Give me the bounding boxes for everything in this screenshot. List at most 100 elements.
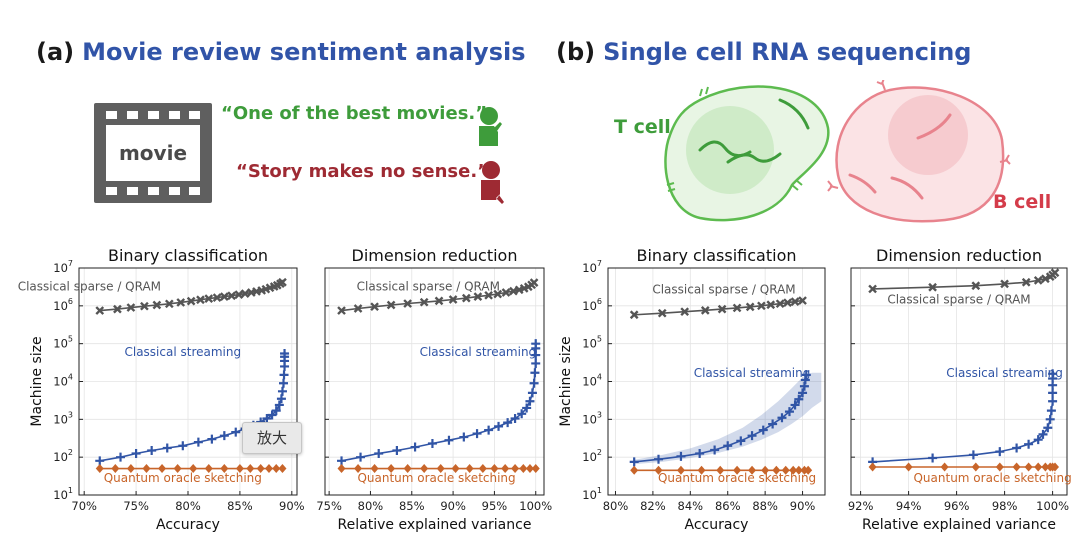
- chart-1-series-3-point-11: [256, 464, 265, 474]
- chart-3-series-2-point-2: [676, 451, 686, 461]
- chart-1-series-1-point-13: [234, 290, 244, 299]
- chart-1-xtick-label-0: 70%: [71, 499, 97, 513]
- chart-1-xtick-label-2: 80%: [175, 499, 201, 513]
- chart-3-series-1-point-0: [629, 310, 639, 320]
- chart-4-series-3-point-7: [1034, 462, 1043, 472]
- chart-1-series-2-point-7: [207, 434, 217, 444]
- chart-2-series-2-point-9: [484, 425, 494, 435]
- chart-1-xtick-label-1: 75%: [123, 499, 149, 513]
- thumbs-up-person-icon: [479, 107, 502, 146]
- chart-1-series-2-point-8: [219, 431, 229, 441]
- chart-2-series-2-point-16: [527, 388, 537, 398]
- chart-2-series-2-point-13: [517, 409, 527, 419]
- chart-2-series-2-point-2: [374, 449, 384, 458]
- chart-1-ytick-label-3: 104: [53, 373, 73, 389]
- chart-3-series-1-point-8: [766, 300, 776, 310]
- chart-4-series-1-point-9: [1050, 268, 1060, 278]
- chart-1-series-1-point-5: [164, 299, 174, 309]
- chart-2-series-2-point-19: [531, 358, 541, 368]
- chart-2-xtick-label-3: 90%: [440, 499, 466, 513]
- chart-4-xtick-label-2: 96%: [944, 499, 970, 513]
- chart-2-series-2-point-10: [494, 421, 504, 431]
- chart-2-series-3-point-15: [531, 464, 540, 474]
- chart-1-series-2-point-9: [231, 427, 241, 437]
- chart-2-series-1-point-10: [484, 290, 493, 300]
- chart-3-series-1-point-7: [757, 301, 766, 311]
- chart-1-series-3-point-7: [204, 464, 213, 474]
- chart-1-series-2-point-24: [280, 348, 290, 358]
- chart-4-xtick-label-1: 94%: [896, 499, 922, 513]
- chart-1-series-1-point-9: [204, 294, 214, 303]
- chart-3-xtick-label-5: 90%: [790, 499, 816, 513]
- movie-film-icon: movie: [94, 103, 212, 203]
- chart-4-series-2-point-3: [995, 447, 1005, 457]
- chart-2-series-2-point-18: [530, 368, 540, 378]
- chart-4-series-2-point-8: [1043, 423, 1053, 433]
- chart-3-ytick-label-2: 103: [582, 410, 602, 426]
- chart-4-series-1-point-6: [1041, 274, 1050, 284]
- chart-3-series-2-point-4: [710, 445, 720, 455]
- chart-3-series-2-point-17: [801, 370, 811, 380]
- chart-2-xtick-label-4: 95%: [482, 499, 508, 513]
- chart-1-ytick-label-4: 105: [53, 335, 73, 351]
- chart-1-series-2-point-4: [162, 443, 172, 453]
- chart-1-series-3-point-6: [189, 464, 198, 474]
- chart-3-series-1-point-10: [783, 298, 792, 308]
- chart-1-series-3-point-2: [126, 464, 135, 474]
- chart-1-series-1-point-10: [212, 293, 222, 302]
- chart-3-series-3-point-3: [697, 465, 706, 475]
- chart-2-xtick-label-1: 80%: [358, 499, 384, 513]
- chart-3-series-2-point-6: [736, 436, 746, 446]
- chart-3-xtick-label-0: 80%: [603, 499, 629, 513]
- chart-2-series-1-point-6: [434, 296, 444, 306]
- b-cell-label: B cell: [993, 191, 1052, 213]
- chart-2-xtick-label-0: 75%: [316, 499, 342, 513]
- chart-2-series-3-point-1: [354, 464, 363, 474]
- chart-2-series-2-point-4: [410, 442, 420, 452]
- chart-4-series-3-point-0: [868, 462, 877, 472]
- chart-4-series-3-point-4: [995, 462, 1004, 472]
- chart-2-series-1-point-7: [448, 295, 458, 304]
- chart-3-series-1-point-5: [732, 303, 742, 313]
- chart-3-series-2-point-0: [629, 457, 639, 467]
- chart-2-series-1-point-0: [337, 306, 346, 315]
- chart-1-series-3-point-8: [220, 464, 229, 474]
- chart-1-series-1-point-12: [227, 291, 236, 301]
- positive-review: “One of the best movies.”: [221, 103, 488, 124]
- chart-2-xlabel: Relative explained variance: [338, 517, 532, 533]
- chart-3-series-3-point-2: [676, 465, 685, 475]
- chart-4-series-2-point-5: [1024, 439, 1034, 449]
- chart-1-xtick-label-3: 85%: [227, 499, 253, 513]
- chart-2-series-3-point-11: [501, 464, 510, 474]
- chart-3-series-2-point-11: [784, 407, 794, 417]
- panel-a-label: (a): [36, 38, 75, 66]
- chart-3-series-1-point-11: [790, 297, 800, 306]
- chart-1-series-1-point-1: [113, 304, 122, 314]
- thumbs-down-person-icon: [481, 161, 504, 204]
- chart-3-series-3-point-9: [781, 465, 790, 475]
- chart-1-series-3-point-0: [95, 464, 104, 474]
- chart-4-series-2-point-2: [968, 450, 978, 460]
- chart-2-series-1-point-2: [370, 302, 379, 312]
- chart-2-series-2-label: Classical streaming: [420, 345, 537, 359]
- chart-4-series-2-point-10: [1046, 406, 1056, 416]
- chart-1-series-2-point-0: [95, 456, 105, 466]
- chart-3-xlabel: Accuracy: [685, 517, 749, 533]
- chart-4-series-3-point-3: [971, 462, 980, 472]
- chart-1-ytick-label-1: 102: [53, 448, 73, 464]
- chart-2-series-2-point-17: [529, 378, 539, 388]
- chart-2-series-3-point-0: [337, 464, 346, 474]
- chart-2-series-1-point-9: [473, 292, 483, 301]
- chart-2-series-2-point-6: [444, 435, 454, 445]
- panel-a-title: (a) Movie review sentiment analysis: [36, 38, 526, 66]
- chart-3-series-1-point-12: [798, 296, 807, 305]
- movie-icon-text: movie: [119, 141, 187, 165]
- chart-2-series-2-point-3: [392, 446, 402, 456]
- chart-1-ytick-label-6: 107: [53, 259, 73, 275]
- chart-1-series-3-point-3: [142, 464, 151, 474]
- chart-3-ylabel: Machine size: [558, 336, 574, 426]
- chart-2-title: Dimension reduction: [352, 246, 518, 265]
- chart-2-series-1-point-13: [509, 286, 518, 296]
- chart-1-xtick-label-4: 90%: [279, 499, 305, 513]
- panel-b-label: (b): [556, 38, 596, 66]
